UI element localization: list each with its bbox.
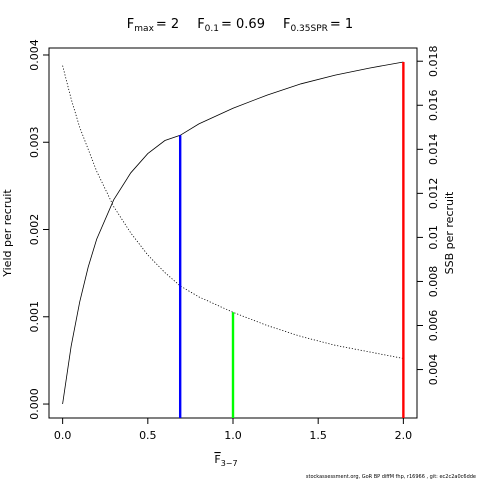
y-axis-label: Yield per recruit bbox=[1, 189, 14, 278]
x-tick-label: 0.0 bbox=[54, 429, 72, 442]
title-f01-label: F bbox=[197, 17, 204, 32]
title-fmax-sub: max bbox=[134, 24, 154, 34]
x-tick-label: 0.5 bbox=[139, 429, 157, 442]
series-line-1 bbox=[62, 61, 404, 405]
x-tick-label: 1.5 bbox=[309, 429, 327, 442]
y2-axis-label: SSB per recruit bbox=[443, 191, 456, 274]
y2-tick-label: 0.004 bbox=[427, 354, 440, 386]
y-tick-label: 0.001 bbox=[28, 301, 41, 333]
x-axis-label: F3−7 bbox=[214, 453, 237, 468]
series-line-2 bbox=[62, 65, 404, 359]
title-fspr-label: F bbox=[283, 17, 290, 32]
footnote: stockassessment.org, GoR BP diffM fhp, r… bbox=[306, 474, 476, 480]
y-tick-label: 0.003 bbox=[28, 126, 41, 158]
x-tick-label: 1.0 bbox=[224, 429, 242, 442]
y2-tick-label: 0.018 bbox=[427, 45, 440, 77]
title-f01-sub: 0.1 bbox=[205, 24, 219, 34]
y-tick-label: 0.000 bbox=[28, 388, 41, 420]
y2-tick-label: 0.016 bbox=[427, 90, 440, 122]
title-fmax-label: F bbox=[127, 17, 134, 32]
title-f01-value: = 0.69 bbox=[221, 17, 265, 32]
chart-title: Fmax = 2 F0.1 = 0.69 F0.35SPR = 1 bbox=[127, 17, 353, 34]
title-fspr-value: = 1 bbox=[330, 17, 353, 32]
y-tick-label: 0.004 bbox=[28, 39, 41, 71]
y2-tick-label: 0.006 bbox=[427, 310, 440, 342]
title-fspr-sub: 0.35SPR bbox=[290, 24, 327, 34]
x-axis-label-sub: 3−7 bbox=[221, 459, 238, 468]
x-axis-label-main: F bbox=[214, 453, 220, 466]
y2-tick-label: 0.012 bbox=[427, 178, 440, 210]
y2-tick-label: 0.014 bbox=[427, 134, 440, 166]
y2-tick-label: 0.01 bbox=[427, 225, 440, 250]
title-fmax-value: = 2 bbox=[156, 17, 179, 32]
y-tick-label: 0.002 bbox=[28, 214, 41, 246]
y2-tick-label: 0.008 bbox=[427, 266, 440, 298]
x-tick-label: 2.0 bbox=[395, 429, 413, 442]
